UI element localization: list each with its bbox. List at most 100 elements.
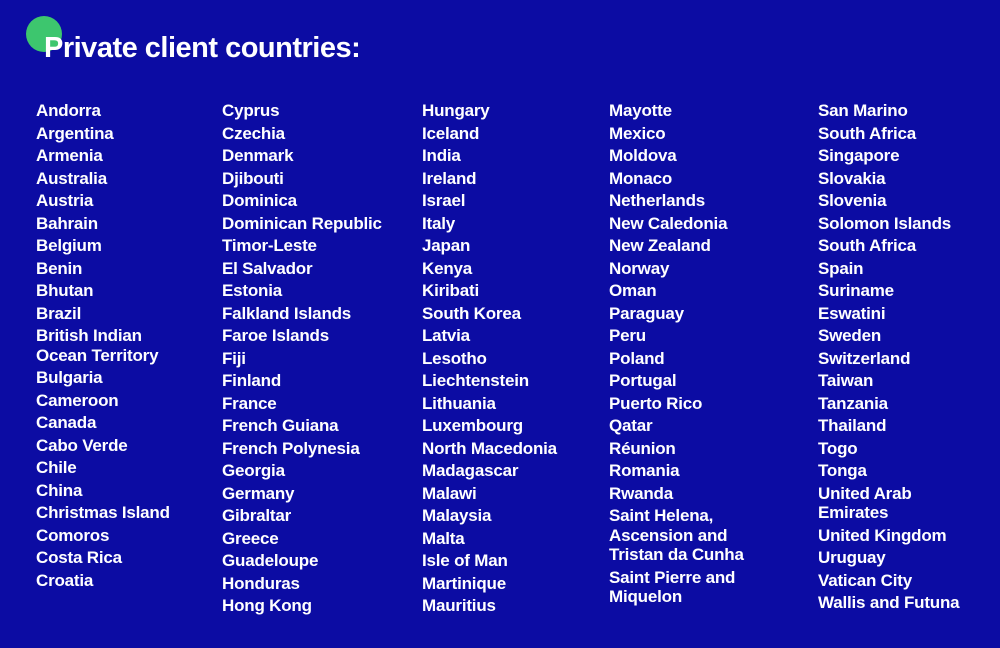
country-item: Puerto Rico <box>609 393 703 413</box>
country-item: Paraguay <box>609 303 684 323</box>
country-item: Finland <box>222 371 282 390</box>
country-item: South Korea <box>422 303 521 323</box>
page-header: Private client countries: <box>26 16 361 64</box>
country-item: New Caledonia <box>609 213 728 233</box>
country-item: Kiribati <box>422 281 479 300</box>
country-item: Oman <box>609 281 657 300</box>
country-item: Germany <box>222 483 295 503</box>
country-item: Mayotte <box>609 101 672 120</box>
country-item: Georgia <box>222 461 285 480</box>
country-item: El Salvador <box>222 258 313 278</box>
country-item: United Arab Emirates <box>818 483 912 523</box>
country-item: Ireland <box>422 168 477 188</box>
country-item: Armenia <box>36 146 103 165</box>
country-item: Netherlands <box>609 191 706 210</box>
country-item: Brazil <box>36 303 82 323</box>
country-item: Rwanda <box>609 483 673 503</box>
country-item: South Africa <box>818 236 917 255</box>
country-item: Saint Helena, Ascension and Tristan da C… <box>609 506 744 564</box>
country-item: Gibraltar <box>222 506 292 525</box>
country-item: South Africa <box>818 123 917 143</box>
country-column-3: Hungary Iceland India Ireland Israel Italy Jap… <box>422 101 609 619</box>
country-item: Vatican City <box>818 570 912 590</box>
country-item: British Indian Ocean Territory <box>36 326 159 365</box>
country-item: Mexico <box>609 123 666 143</box>
country-item: Cyprus <box>222 101 280 120</box>
country-item: Andorra <box>36 101 101 120</box>
country-item: Japan <box>422 236 471 255</box>
country-item: Estonia <box>222 281 283 300</box>
country-item: Czechia <box>222 123 285 143</box>
country-item: San Marino <box>818 101 908 120</box>
country-item: Slovenia <box>818 191 887 210</box>
country-item: Mauritius <box>422 596 496 615</box>
country-item: Solomon Islands <box>818 213 952 233</box>
country-item: Peru <box>609 326 646 345</box>
country-item: Israel <box>422 191 466 210</box>
country-item: Dominican Republic <box>222 213 382 233</box>
country-item: Kenya <box>422 258 473 278</box>
country-item: Honduras <box>222 573 300 593</box>
country-item: French Guiana <box>222 416 339 435</box>
country-item: Sweden <box>818 326 882 345</box>
country-item: Suriname <box>818 281 894 300</box>
country-item: Monaco <box>609 168 673 188</box>
country-item: Denmark <box>222 146 294 165</box>
country-item: Djibouti <box>222 168 284 188</box>
country-item: Christmas Island <box>36 503 170 522</box>
country-item: Liechtenstein <box>422 371 529 390</box>
country-item: Cameroon <box>36 390 119 410</box>
country-item: Réunion <box>609 438 676 458</box>
country-item: Qatar <box>609 416 653 435</box>
country-item: Thailand <box>818 416 887 435</box>
green-dot-icon <box>26 16 62 52</box>
country-item: Austria <box>36 191 94 210</box>
country-item: Martinique <box>422 573 506 593</box>
country-item: Bulgaria <box>36 368 103 387</box>
country-item: Belgium <box>36 236 102 255</box>
country-item: United Kingdom <box>818 525 947 545</box>
country-item: Eswatini <box>818 303 886 323</box>
country-item: Isle of Man <box>422 551 508 570</box>
country-item: Hong Kong <box>222 596 312 615</box>
country-item: Malawi <box>422 483 477 503</box>
country-item: Costa Rica <box>36 548 122 567</box>
country-column-2: Cyprus Czechia Denmark Djibouti Dominica Domi… <box>222 101 422 619</box>
country-item: Italy <box>422 213 456 233</box>
country-item: Hungary <box>422 101 490 120</box>
country-item: Falkland Islands <box>222 303 352 323</box>
country-item: Guadeloupe <box>222 551 319 570</box>
country-item: Latvia <box>422 326 470 345</box>
country-item: Greece <box>222 528 279 548</box>
country-item: Canada <box>36 413 97 432</box>
country-item: Moldova <box>609 146 677 165</box>
country-item: Singapore <box>818 146 900 165</box>
country-item: Norway <box>609 258 670 278</box>
country-item: Slovakia <box>818 168 886 188</box>
country-column-1: Andorra Argentina Armenia Australia Austria B… <box>36 101 222 619</box>
country-item: Malta <box>422 528 465 548</box>
country-item: Togo <box>818 438 858 458</box>
country-item: Bhutan <box>36 281 94 300</box>
country-item: Poland <box>609 348 665 368</box>
country-item: Lesotho <box>422 348 487 368</box>
page-title: Private client countries: <box>44 32 361 64</box>
country-item: Saint Pierre and Miquelon <box>609 567 736 607</box>
country-item: North Macedonia <box>422 438 557 458</box>
country-item: Madagascar <box>422 461 519 480</box>
country-item: Bahrain <box>36 213 98 233</box>
country-column-5: San Marino South Africa Singapore Slovakia S… <box>818 101 986 619</box>
country-item: French Polynesia <box>222 438 360 458</box>
country-item: Tanzania <box>818 393 888 413</box>
country-item: Comoros <box>36 525 110 545</box>
country-item: New Zealand <box>609 236 711 255</box>
country-item: Benin <box>36 258 83 278</box>
country-item: Croatia <box>36 570 94 590</box>
country-item: Uruguay <box>818 548 886 567</box>
country-item: Chile <box>36 458 77 477</box>
country-item: Wallis and Futuna <box>818 593 960 612</box>
country-column-4: Mayotte Mexico Moldova Monaco Netherlands New… <box>609 101 818 619</box>
country-item: Fiji <box>222 348 246 368</box>
country-item: China <box>36 480 83 500</box>
country-item: Spain <box>818 258 864 278</box>
